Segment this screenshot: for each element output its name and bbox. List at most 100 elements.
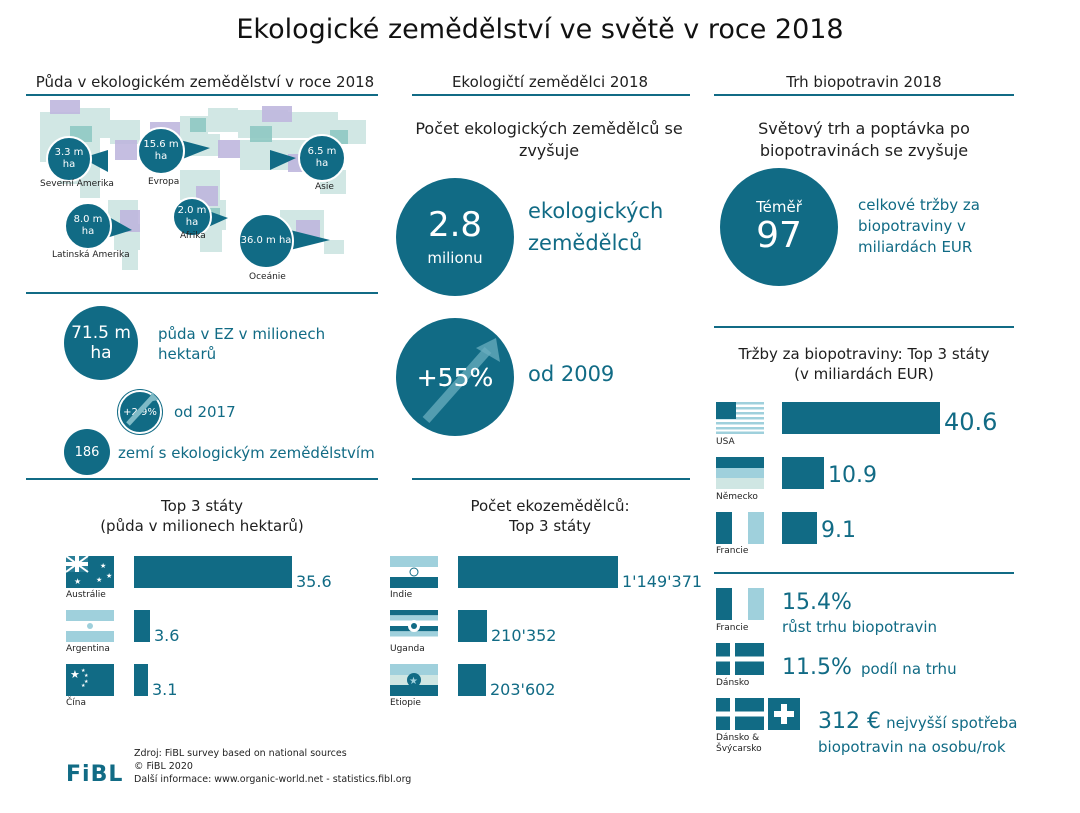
- farmers-growth-value: +55%: [416, 362, 494, 392]
- market-bar-3: [782, 512, 817, 544]
- uganda-flag-icon: [390, 610, 438, 642]
- usa-flag-icon: [716, 402, 764, 434]
- divider: [412, 478, 690, 480]
- chart-title-line: (v miliardách EUR): [794, 365, 934, 384]
- divider: [412, 94, 690, 96]
- fact-text: růst trhu biopotravin: [782, 618, 938, 636]
- region-label: Severní Amerika: [40, 179, 114, 189]
- svg-text:★: ★: [81, 668, 86, 674]
- fact-value: 312 €: [818, 709, 881, 734]
- bar-category-label: Austrálie: [66, 590, 106, 600]
- farmers-bar-value-2: 210'352: [491, 626, 557, 645]
- farmers-bar-2: [458, 610, 487, 642]
- divider: [714, 326, 1014, 328]
- land-bar-1: [134, 556, 292, 588]
- growth-text: od 2017: [174, 403, 236, 421]
- source-line: © FiBL 2020: [134, 760, 193, 772]
- countries-circle: 186: [64, 429, 110, 475]
- market-sales-text: celkové tržby za biopotraviny v miliardá…: [858, 196, 980, 256]
- farmers-section-header: Ekologičtí zemědělci 2018: [451, 73, 649, 91]
- land-bar-3: [134, 664, 148, 696]
- chart-title-line: Tržby za biopotraviny: Top 3 státy: [738, 345, 990, 363]
- chart-title-line: (půda v milionech hektarů): [100, 517, 304, 536]
- source-line: Zdroj: FiBL survey based on national sou…: [134, 748, 347, 759]
- svg-text:★: ★: [81, 683, 86, 689]
- svg-text:★: ★: [96, 576, 102, 584]
- farmers-growth-circle: +55%: [396, 318, 514, 436]
- growth-arrow-icon: [126, 392, 158, 426]
- land-section-header: Půda v ekologickém zemědělství v roce 20…: [35, 73, 375, 91]
- svg-text:★: ★: [84, 673, 89, 679]
- region-bubble: 6.5 m ha: [298, 134, 346, 182]
- market-bar-value-1: 40.6: [944, 408, 998, 436]
- land-total-circle: 71.5 m ha: [64, 306, 138, 380]
- france-flag-icon: [716, 512, 764, 544]
- bar-category-label: Etiopie: [390, 698, 421, 708]
- denmark-flag-icon: [716, 643, 764, 675]
- chart-title-line: Top 3 státy: [160, 497, 244, 515]
- farmers-subhead: Počet ekologických zemědělců se zvyšuje: [415, 119, 683, 161]
- australia-flag-icon: ★ ★ ★ ★: [66, 556, 114, 588]
- switzerland-flag-icon: [768, 698, 800, 730]
- region-bubble: 3.3 m ha: [46, 136, 92, 182]
- region-bubble: 15.6 m ha: [137, 127, 185, 175]
- ethiopia-flag-icon: ★: [390, 664, 438, 696]
- fact-value: 11.5%: [782, 655, 852, 680]
- fibl-logo: FiBL: [66, 762, 124, 787]
- market-sales-value: 97: [756, 215, 802, 257]
- fact-country-label: Dánsko & Švýcarsko: [716, 733, 762, 755]
- market-subhead: Světový trh a poptávka po biopotravinách…: [758, 119, 970, 161]
- region-bubble: 2.0 m ha: [172, 197, 212, 237]
- svg-text:★: ★: [74, 577, 81, 586]
- svg-text:★: ★: [409, 676, 418, 687]
- farmers-circle: 2.8 milionu: [396, 178, 514, 296]
- svg-text:★: ★: [70, 668, 80, 681]
- chart-title-line: Počet ekozemědělců:: [470, 497, 630, 515]
- fact-row: 312 € nejvyšší spotřeba biopotravin na o…: [818, 708, 1018, 757]
- market-bar-2: [782, 457, 824, 489]
- growth-arrow-icon: [422, 338, 500, 423]
- bar-category-label: USA: [716, 437, 735, 447]
- divider: [714, 572, 1014, 574]
- svg-text:★: ★: [100, 562, 106, 570]
- land-bar-value-3: 3.1: [152, 680, 178, 699]
- source-line: Další informace: www.organic-world.net -…: [134, 773, 412, 785]
- bar-category-label: Čína: [66, 698, 87, 708]
- farmers-bar-1: [458, 556, 618, 588]
- market-bar-value-3: 9.1: [821, 518, 856, 543]
- divider: [26, 94, 378, 96]
- market-sales-circle: Téměř 97: [720, 168, 838, 286]
- fact-text: podíl na trhu: [860, 660, 957, 678]
- farmers-bar-value-3: 203'602: [490, 680, 556, 699]
- source-note: Zdroj: FiBL survey based on national sou…: [134, 748, 411, 786]
- bar-category-label: Indie: [390, 590, 413, 600]
- market-bar-1: [782, 402, 940, 434]
- farmers-text: ekologických zemědělců: [528, 199, 664, 255]
- land-bar-2: [134, 610, 150, 642]
- land-bar-value-1: 35.6: [296, 572, 332, 591]
- denmark-flag-icon: [716, 698, 764, 730]
- bar-category-label: Argentina: [66, 644, 110, 654]
- argentina-flag-icon: [66, 610, 114, 642]
- fact-country-label: Francie: [716, 623, 749, 633]
- region-label: Asie: [315, 182, 334, 192]
- divider: [26, 292, 378, 294]
- market-top3-title: Tržby za biopotraviny: Top 3 státy (v mi…: [712, 344, 1016, 385]
- france-flag-icon: [716, 588, 764, 620]
- bar-category-label: Francie: [716, 546, 749, 556]
- fact-value: 15.4%: [782, 590, 852, 615]
- svg-text:★: ★: [84, 679, 89, 685]
- land-total-text: půda v EZ v milionech hektarů: [158, 325, 326, 364]
- divider: [26, 478, 378, 480]
- region-label: Afrika: [180, 231, 206, 241]
- farmers-top3-title: Počet ekozemědělců: Top 3 státy: [400, 496, 700, 537]
- farmers-unit: milionu: [427, 248, 483, 267]
- fact-row: 11.5% podíl na trhu: [782, 655, 957, 680]
- region-bubble: 8.0 m ha: [64, 202, 112, 250]
- region-label: Latinská Amerika: [52, 250, 130, 260]
- region-label: Oceánie: [249, 272, 286, 282]
- bar-category-label: Německo: [716, 492, 758, 502]
- bar-category-label: Uganda: [390, 644, 425, 654]
- india-flag-icon: [390, 556, 438, 588]
- fact-text: nejvyšší spotřeba biopotravin na osobu/r…: [818, 714, 1018, 756]
